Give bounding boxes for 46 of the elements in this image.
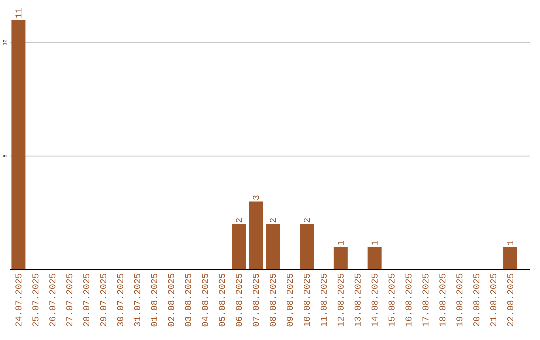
x-tick-label: 10.08.2025 xyxy=(304,274,310,327)
data-label: 2 xyxy=(304,218,310,223)
x-tick-label: 25.07.2025 xyxy=(32,274,39,327)
bar xyxy=(300,224,314,270)
x-tick-label: 20.08.2025 xyxy=(474,274,480,327)
x-tick-label: 13.08.2025 xyxy=(354,274,361,327)
x-tick-label: 06.08.2025 xyxy=(236,274,242,327)
bar xyxy=(249,202,264,270)
bar xyxy=(368,247,382,270)
x-tick-label: 01.08.2025 xyxy=(151,274,158,327)
x-tick-label: 30.07.2025 xyxy=(117,274,124,327)
data-label: 3 xyxy=(253,196,260,200)
x-tick-label: 12.08.2025 xyxy=(338,274,344,327)
data-label: 1 xyxy=(508,241,514,246)
x-tick-label: 17.08.2025 xyxy=(422,274,429,327)
x-tick-label: 18.08.2025 xyxy=(440,274,446,327)
data-label: 11 xyxy=(16,8,22,18)
x-tick-label: 07.08.2025 xyxy=(253,274,260,327)
x-tick-label: 16.08.2025 xyxy=(406,274,412,327)
bar xyxy=(334,247,348,270)
x-tick-label: 21.08.2025 xyxy=(490,274,497,327)
x-tick-label: 05.08.2025 xyxy=(219,274,226,327)
bar xyxy=(12,20,26,270)
x-tick-label: 15.08.2025 xyxy=(388,274,395,327)
data-label: 1 xyxy=(372,241,378,246)
x-tick-label: 31.07.2025 xyxy=(134,274,140,327)
bar xyxy=(266,224,280,270)
x-tick-label: 26.07.2025 xyxy=(50,274,56,327)
x-tick-label: 02.08.2025 xyxy=(168,274,174,327)
x-tick-label: 29.07.2025 xyxy=(100,274,107,327)
data-label: 2 xyxy=(236,218,242,223)
bar xyxy=(504,247,518,270)
data-label: 1 xyxy=(338,241,344,246)
x-tick-label: 19.08.2025 xyxy=(456,274,463,327)
x-tick-label: 22.08.2025 xyxy=(507,274,514,327)
x-tick-label: 14.08.2025 xyxy=(372,274,378,327)
x-tick-label: 04.08.2025 xyxy=(202,274,208,327)
x-tick-label: 28.07.2025 xyxy=(83,274,90,327)
x-tick-label: 11.08.2025 xyxy=(320,274,328,327)
x-tick-label: 24.07.2025 xyxy=(16,274,22,327)
x-tick-label: 09.08.2025 xyxy=(287,274,294,327)
x-tick-label: 27.07.2025 xyxy=(66,274,73,327)
x-tick-label: 03.08.2025 xyxy=(185,274,192,327)
x-tick-label: 08.08.2025 xyxy=(270,274,276,327)
data-label: 2 xyxy=(270,218,276,223)
bar xyxy=(232,224,246,270)
